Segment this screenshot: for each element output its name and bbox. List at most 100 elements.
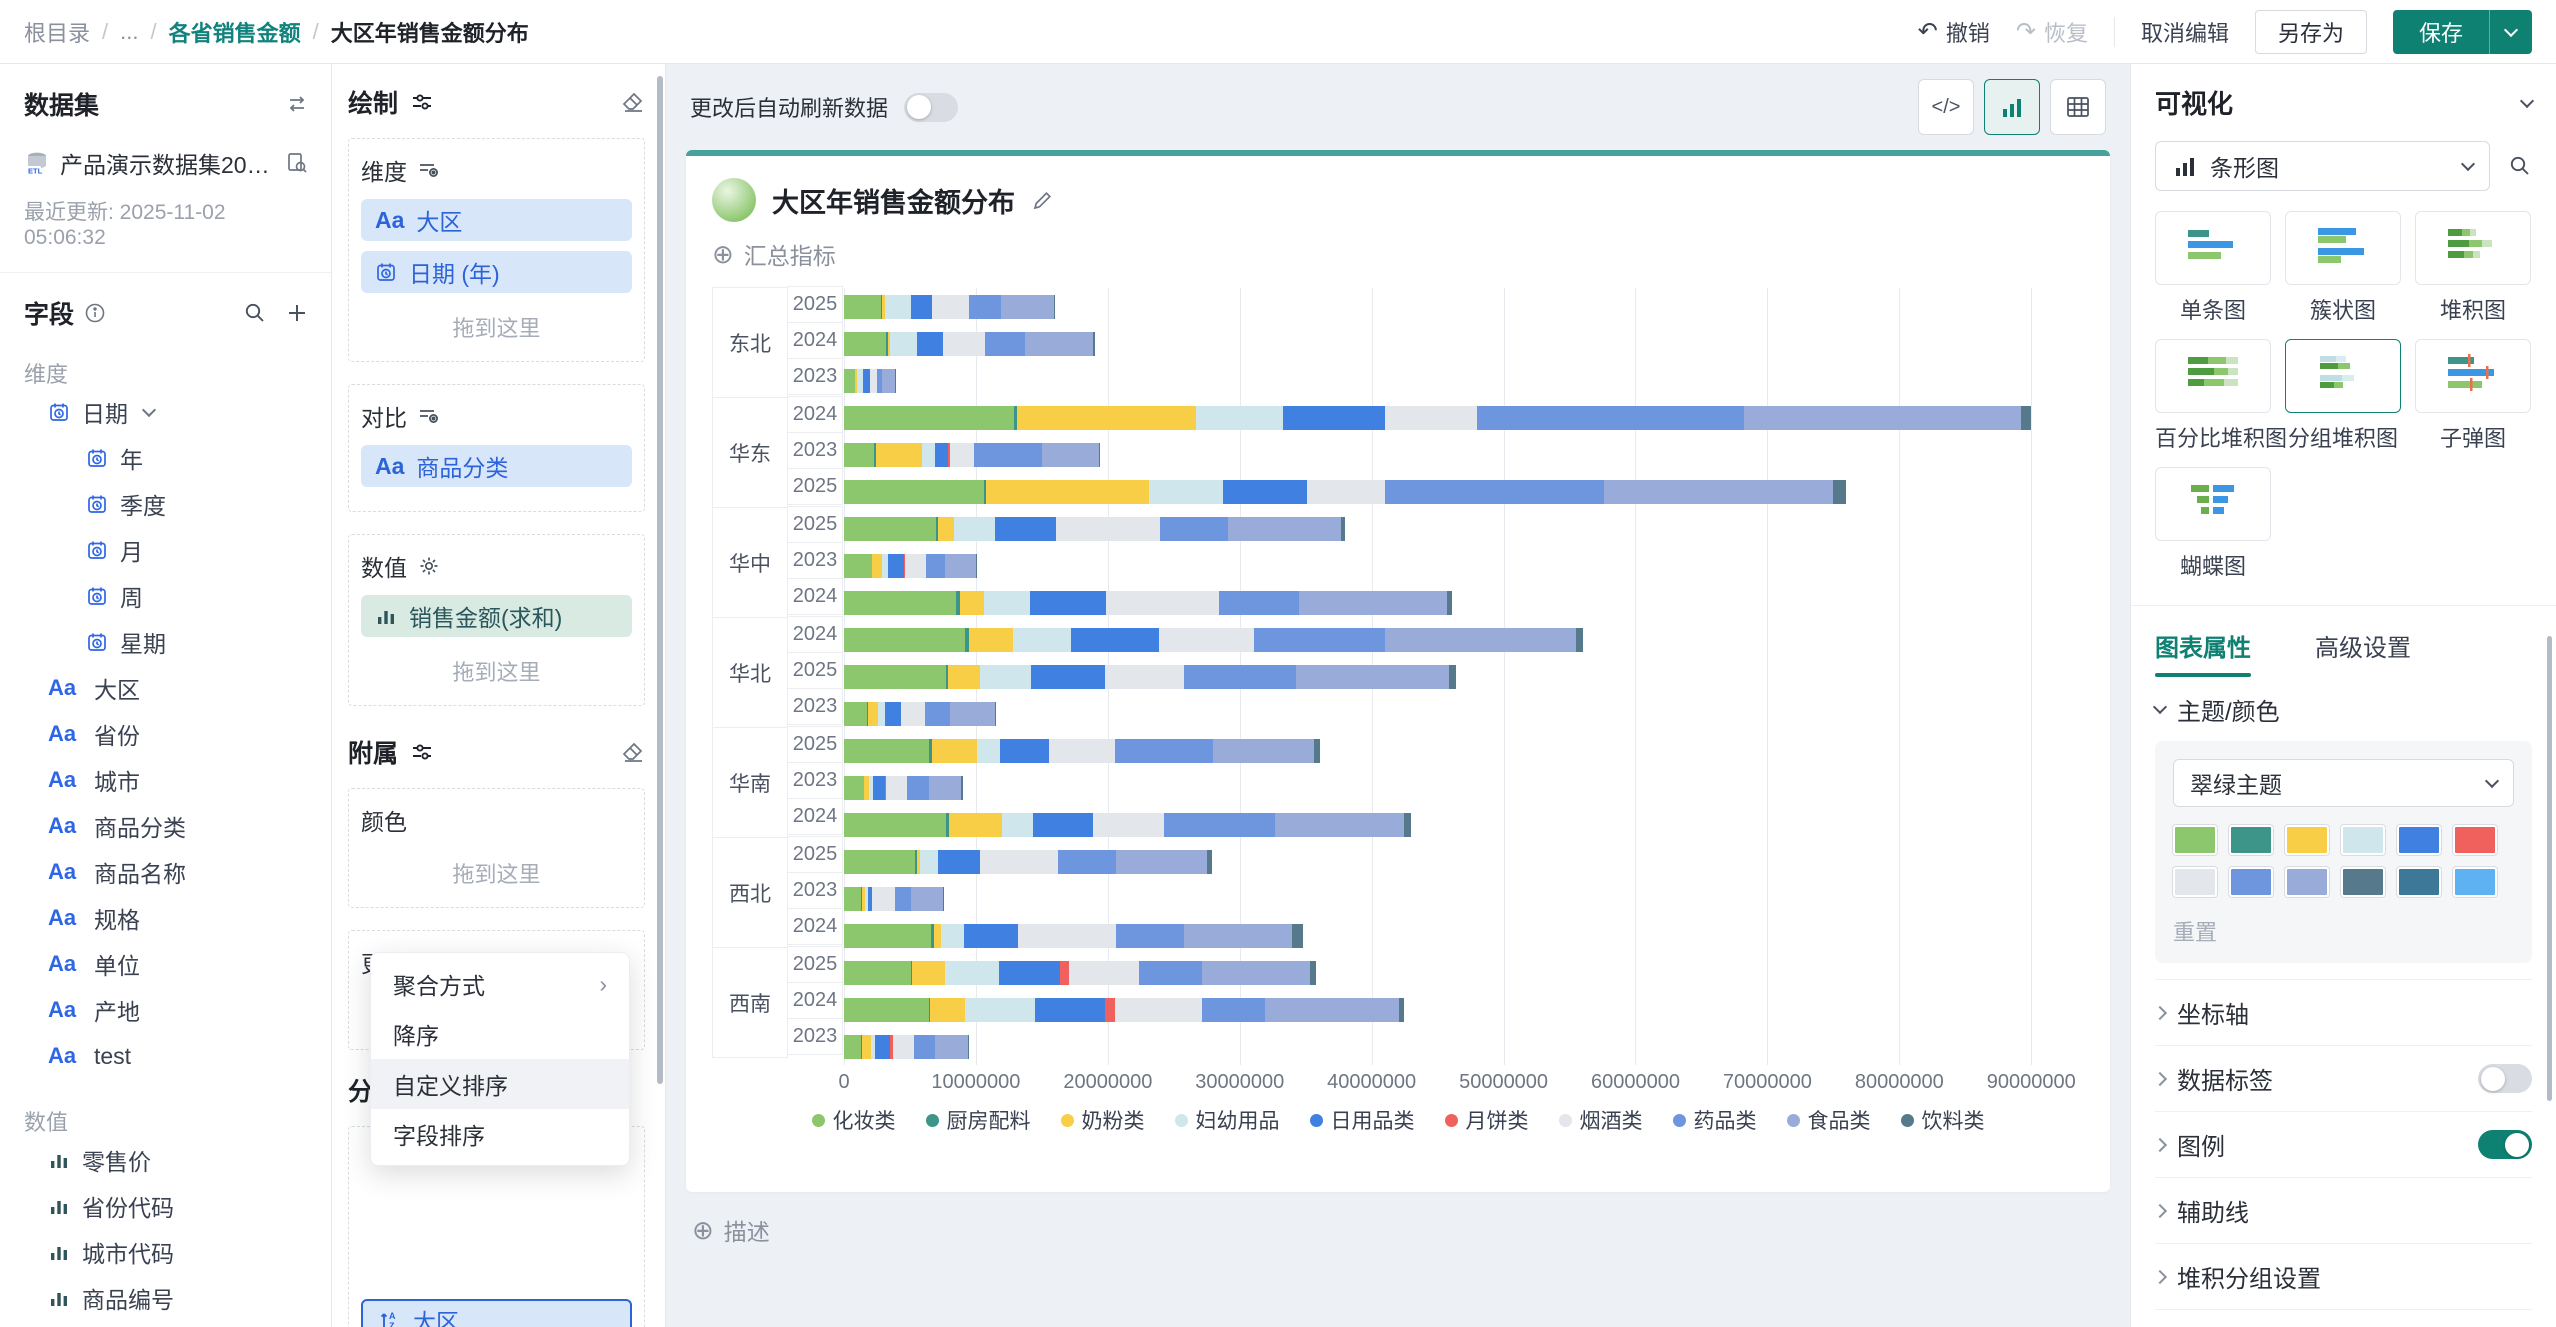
bar-segment-烟酒类[interactable] bbox=[1105, 664, 1185, 689]
chip-销售金额(求和)[interactable]: 销售金额(求和) bbox=[361, 595, 632, 637]
stacked-bar[interactable] bbox=[844, 442, 1101, 467]
bar-segment-药品类[interactable] bbox=[1218, 590, 1300, 615]
bar-segment-食品类[interactable] bbox=[1115, 849, 1207, 874]
section-堆积分组设置[interactable]: 堆积分组设置 bbox=[2152, 1243, 2532, 1309]
bar-segment-饮料类[interactable] bbox=[1446, 590, 1453, 615]
field-item-单位[interactable]: Aa 单位 bbox=[24, 941, 309, 987]
legend-item-烟酒类[interactable]: 烟酒类 bbox=[1558, 1105, 1643, 1135]
bar-segment-妇幼用品[interactable] bbox=[954, 516, 996, 541]
bar-segment-妇幼用品[interactable] bbox=[965, 997, 1035, 1022]
bar-segment-药品类[interactable] bbox=[1159, 516, 1229, 541]
bar-segment-化妆类[interactable] bbox=[844, 368, 855, 393]
bar-segment-饮料类[interactable] bbox=[961, 775, 963, 800]
bar-segment-饮料类[interactable] bbox=[1093, 331, 1095, 356]
bar-segment-药品类[interactable] bbox=[1138, 960, 1203, 985]
auto-refresh-toggle[interactable] bbox=[904, 92, 959, 122]
color-swatch[interactable] bbox=[2285, 867, 2329, 897]
stacked-bar[interactable] bbox=[844, 405, 2032, 430]
bar-segment-奶粉类[interactable] bbox=[948, 812, 1002, 837]
color-swatch[interactable] bbox=[2397, 867, 2441, 897]
bar-segment-奶粉类[interactable] bbox=[861, 886, 866, 911]
bar-segment-奶粉类[interactable] bbox=[867, 701, 879, 726]
chip-大区[interactable]: A Z 大区 bbox=[361, 1299, 632, 1327]
menu-item-聚合方式[interactable]: 聚合方式 › bbox=[371, 959, 629, 1009]
chart-view-button[interactable] bbox=[1984, 79, 2040, 135]
图例-toggle[interactable] bbox=[2478, 1130, 2532, 1159]
switch-dataset-icon[interactable] bbox=[285, 92, 309, 116]
bar-segment-食品类[interactable] bbox=[1184, 923, 1293, 948]
bar-segment-食品类[interactable] bbox=[1274, 812, 1404, 837]
section-坐标轴[interactable]: 坐标轴 bbox=[2152, 979, 2532, 1045]
section-数据标签[interactable]: 数据标签 bbox=[2152, 1045, 2532, 1111]
bar-segment-药品类[interactable] bbox=[973, 442, 1043, 467]
bar-segment-饮料类[interactable] bbox=[976, 553, 978, 578]
field-item-test[interactable]: Aa test bbox=[24, 1033, 309, 1079]
bar-segment-厨房配料[interactable] bbox=[956, 590, 961, 615]
filter-eye-icon[interactable] bbox=[417, 405, 441, 427]
bar-segment-药品类[interactable] bbox=[895, 886, 911, 911]
legend-item-日用品类[interactable]: 日用品类 bbox=[1309, 1105, 1415, 1135]
bar-segment-妇幼用品[interactable] bbox=[1001, 812, 1034, 837]
bar-segment-妇幼用品[interactable] bbox=[1148, 479, 1223, 504]
bar-segment-化妆类[interactable] bbox=[844, 738, 930, 763]
bar-segment-月饼类[interactable] bbox=[903, 553, 906, 578]
legend-item-奶粉类[interactable]: 奶粉类 bbox=[1060, 1105, 1145, 1135]
field-item-月[interactable]: 月 bbox=[24, 527, 309, 573]
bar-segment-化妆类[interactable] bbox=[844, 1034, 862, 1059]
compare-slot[interactable]: 对比 Aa 商品分类 bbox=[348, 384, 645, 512]
bar-segment-厨房配料[interactable] bbox=[854, 368, 856, 393]
bar-segment-食品类[interactable] bbox=[910, 886, 943, 911]
bar-segment-奶粉类[interactable] bbox=[887, 331, 891, 356]
bar-segment-日用品类[interactable] bbox=[1070, 627, 1160, 652]
stacked-bar[interactable] bbox=[844, 627, 1583, 652]
bar-segment-奶粉类[interactable] bbox=[931, 738, 977, 763]
section-辅助线[interactable]: 辅助线 bbox=[2152, 1177, 2532, 1243]
bar-segment-烟酒类[interactable] bbox=[979, 849, 1058, 874]
bar-segment-妇幼用品[interactable] bbox=[881, 553, 889, 578]
bar-segment-药品类[interactable] bbox=[1202, 997, 1266, 1022]
bar-segment-烟酒类[interactable] bbox=[1106, 590, 1219, 615]
bar-segment-烟酒类[interactable] bbox=[1055, 516, 1160, 541]
stacked-bar[interactable] bbox=[844, 701, 997, 726]
stacked-bar[interactable] bbox=[844, 331, 1095, 356]
bar-segment-奶粉类[interactable] bbox=[911, 960, 945, 985]
chart-type-堆积图[interactable]: 堆积图 bbox=[2415, 211, 2531, 325]
bar-segment-日用品类[interactable] bbox=[867, 886, 873, 911]
stacked-bar[interactable] bbox=[844, 516, 1346, 541]
bar-segment-化妆类[interactable] bbox=[844, 516, 937, 541]
bar-segment-食品类[interactable] bbox=[934, 1034, 968, 1059]
bar-segment-药品类[interactable] bbox=[1384, 479, 1604, 504]
bar-segment-化妆类[interactable] bbox=[844, 849, 916, 874]
bar-segment-药品类[interactable] bbox=[1163, 812, 1275, 837]
field-item-周[interactable]: 周 bbox=[24, 573, 309, 619]
bar-segment-饮料类[interactable] bbox=[1099, 442, 1101, 467]
stacked-bar[interactable] bbox=[844, 664, 1457, 689]
stacked-bar[interactable] bbox=[844, 997, 1404, 1022]
bar-segment-奶粉类[interactable] bbox=[855, 368, 857, 393]
legend-item-化妆类[interactable]: 化妆类 bbox=[811, 1105, 896, 1135]
field-item-大区[interactable]: Aa 大区 bbox=[24, 665, 309, 711]
bar-segment-日用品类[interactable] bbox=[1033, 812, 1093, 837]
color-swatch[interactable] bbox=[2173, 867, 2217, 897]
bar-segment-月饼类[interactable] bbox=[890, 1034, 893, 1059]
bar-segment-日用品类[interactable] bbox=[1034, 997, 1105, 1022]
chart-type-子弹图[interactable]: 子弹图 bbox=[2415, 339, 2531, 453]
clear-attach-icon[interactable] bbox=[621, 740, 645, 764]
bar-segment-奶粉类[interactable] bbox=[986, 479, 1149, 504]
bar-segment-厨房配料[interactable] bbox=[945, 664, 949, 689]
color-swatch[interactable] bbox=[2453, 867, 2497, 897]
bar-segment-厨房配料[interactable] bbox=[871, 553, 873, 578]
field-item-规格[interactable]: Aa 规格 bbox=[24, 895, 309, 941]
field-item-星期[interactable]: 星期 bbox=[24, 619, 309, 665]
bar-segment-妇幼用品[interactable] bbox=[944, 960, 999, 985]
theme-select[interactable]: 翠绿主题 bbox=[2173, 759, 2514, 807]
bar-segment-妇幼用品[interactable] bbox=[856, 368, 864, 393]
bar-segment-月饼类[interactable] bbox=[1059, 960, 1069, 985]
menu-item-降序[interactable]: 降序 bbox=[371, 1009, 629, 1059]
clear-draw-icon[interactable] bbox=[621, 90, 645, 114]
legend-item-食品类[interactable]: 食品类 bbox=[1786, 1105, 1871, 1135]
bar-segment-烟酒类[interactable] bbox=[1092, 812, 1164, 837]
bar-segment-厨房配料[interactable] bbox=[911, 960, 912, 985]
code-view-button[interactable]: </> bbox=[1918, 79, 1974, 135]
bar-segment-月饼类[interactable] bbox=[1104, 997, 1116, 1022]
